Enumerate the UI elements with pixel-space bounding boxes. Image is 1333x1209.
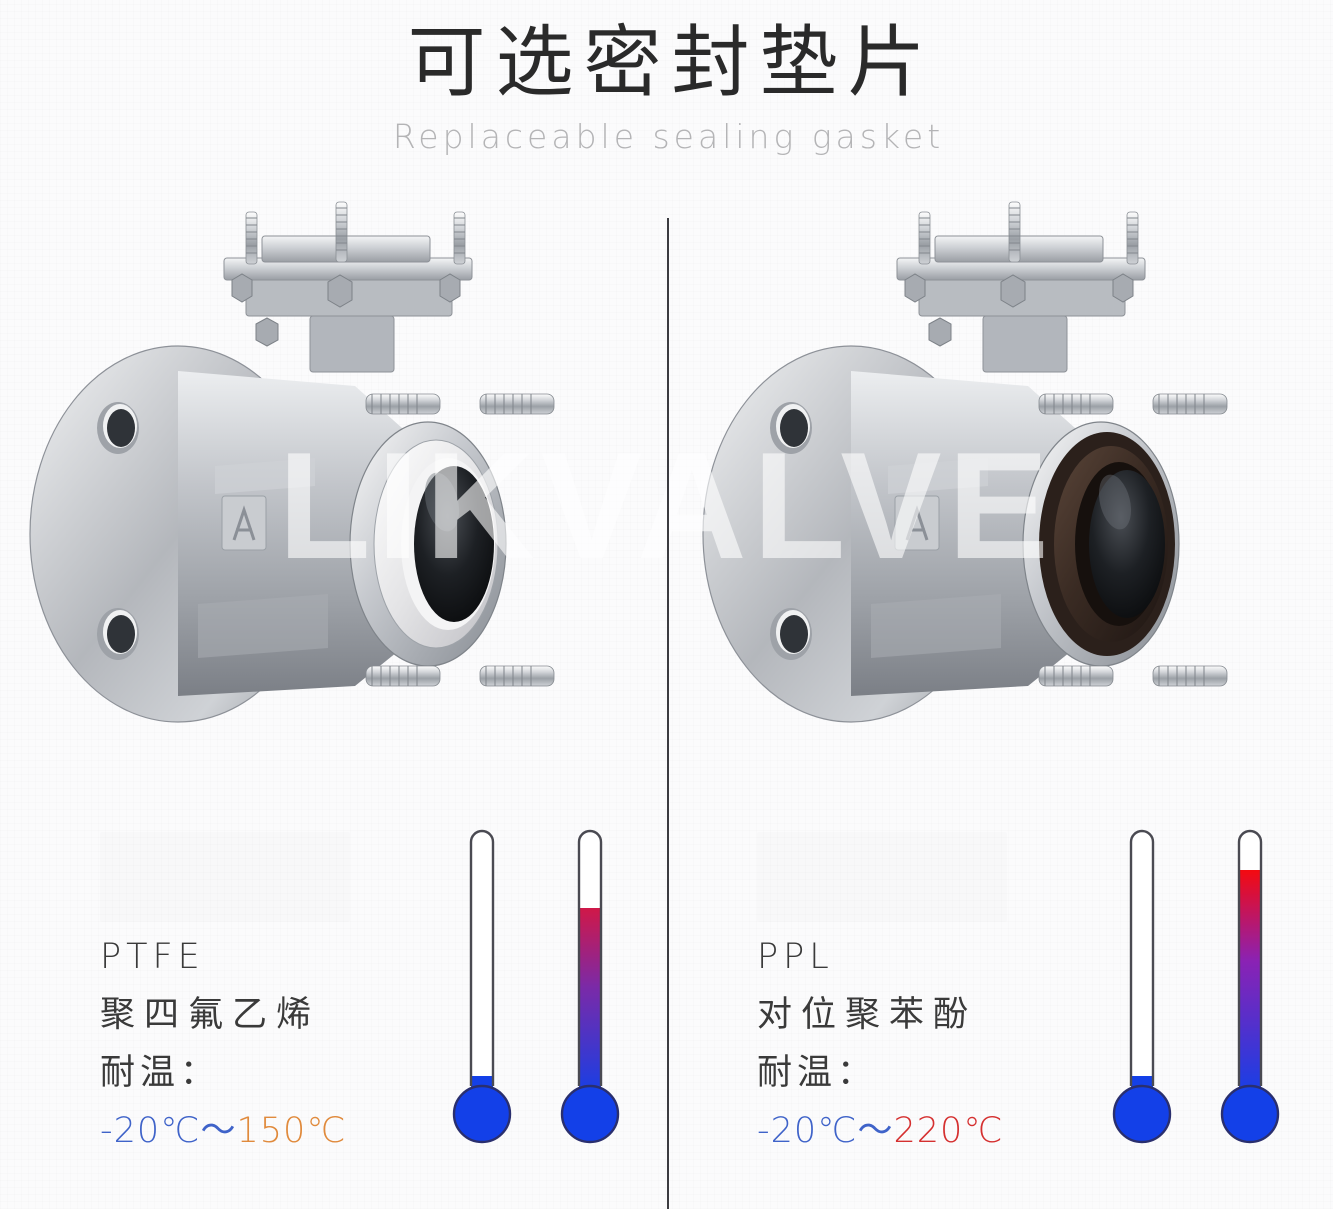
thermometer-min-ppl xyxy=(1112,818,1172,1148)
spec-text-ptfe: PTFE 聚四氟乙烯 耐温： -20℃～150℃ xyxy=(100,928,347,1160)
thermometer-group-ptfe xyxy=(452,818,620,1148)
material-name-ppl: 对位聚苯酚 xyxy=(757,995,978,1035)
thermometer-group-ppl xyxy=(1112,818,1280,1148)
material-code-ppl: PPL xyxy=(757,937,834,977)
material-code-ptfe: PTFE xyxy=(100,937,205,977)
temperature-label-ptfe: 耐温： xyxy=(100,1053,221,1093)
temperature-range-ptfe: -20℃～150℃ xyxy=(100,1102,347,1160)
temperature-range-ppl: -20℃～220℃ xyxy=(757,1102,1004,1160)
temp-min-ppl: -20℃ xyxy=(757,1111,858,1151)
thermometer-max-ptfe xyxy=(560,818,620,1148)
material-name-ptfe: 聚四氟乙烯 xyxy=(100,995,321,1035)
temp-separator-ptfe: ～ xyxy=(200,1111,237,1151)
temp-max-ptfe: 150℃ xyxy=(236,1111,347,1151)
spec-panel-ptfe: PTFE 聚四氟乙烯 耐温： -20℃～150℃ xyxy=(0,800,667,1180)
temp-max-ppl: 220℃ xyxy=(893,1111,1004,1151)
temperature-label-ppl: 耐温： xyxy=(757,1053,878,1093)
header: 可选密封垫片 Replaceable sealing gasket xyxy=(0,24,1333,153)
spec-panel-ppl: PPL 对位聚苯酚 耐温： -20℃～220℃ xyxy=(669,800,1333,1180)
page-title-chinese: 可选密封垫片 xyxy=(407,18,936,108)
vertical-divider xyxy=(667,218,669,1209)
product-photo-ptfe xyxy=(10,196,650,776)
temp-min-ptfe: -20℃ xyxy=(100,1111,201,1151)
thermometer-min-ptfe xyxy=(452,818,512,1148)
spec-text-ppl: PPL 对位聚苯酚 耐温： -20℃～220℃ xyxy=(757,928,1004,1160)
temp-separator-ppl: ～ xyxy=(857,1111,894,1151)
page-subtitle-english: Replaceable sealing gasket xyxy=(392,117,945,156)
product-photo-ppl xyxy=(683,196,1323,776)
thermometer-max-ppl xyxy=(1220,818,1280,1148)
